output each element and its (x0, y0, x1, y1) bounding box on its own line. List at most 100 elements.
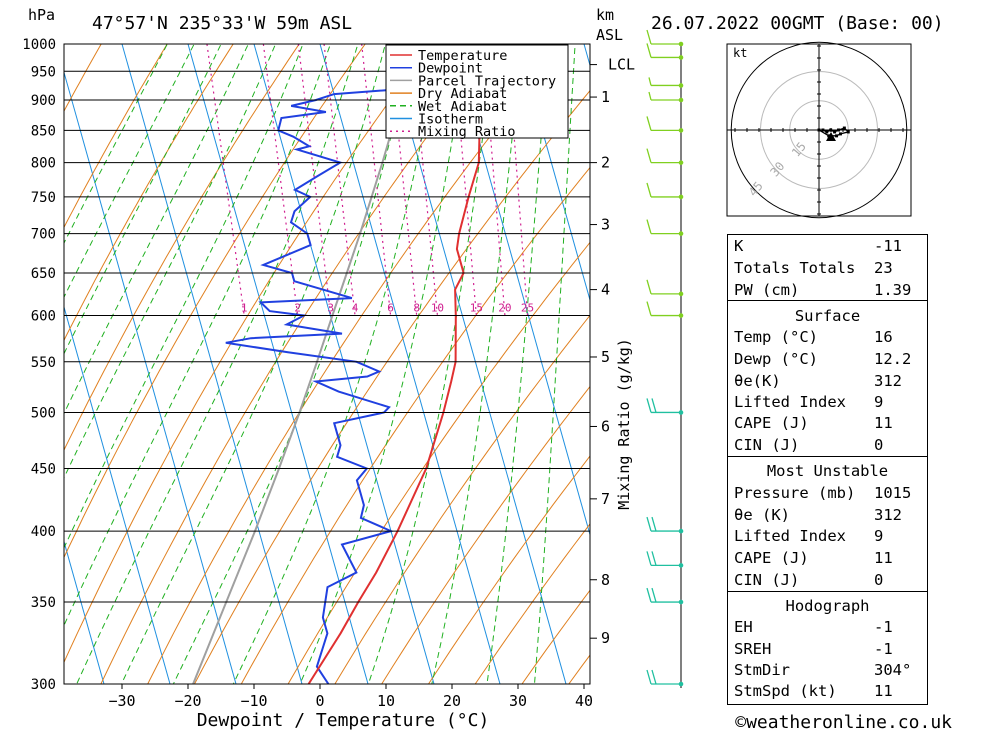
wind-barb-flag (652, 670, 656, 684)
mixing-ratio-axis-title: Mixing Ratio (g/kg) (615, 338, 633, 510)
dewpoint-series (226, 44, 412, 684)
mixing-ratio-line (298, 44, 330, 316)
wind-barb-flag (647, 551, 651, 565)
hodograph-point (839, 132, 842, 135)
km-unit-label: km (596, 6, 614, 24)
mixing-ratio-line (324, 44, 355, 316)
wind-barb-flag (652, 398, 656, 412)
unstable-title: Most Unstable (728, 461, 927, 482)
wind-barb-dot (679, 55, 684, 60)
wind-barb-half-flag (649, 77, 651, 85)
pressure-tick-label: 350 (31, 595, 56, 611)
pressure-tick-label: 800 (31, 156, 56, 172)
unstable-row-pressure: Pressure (mb)1015 (734, 483, 921, 504)
surface-row-thetae: θe(K)312 (734, 371, 921, 392)
wind-barb-dot (679, 292, 684, 297)
wind-barb-flag (647, 116, 651, 130)
altitude-tick-label: 6 (601, 417, 610, 435)
wind-barb (647, 551, 683, 567)
pressure-tick-label: 550 (31, 355, 56, 371)
dry-adiabat-line (0, 18, 116, 721)
hodo-row-eh: EH-1 (734, 617, 921, 638)
wind-barb-flag (647, 220, 651, 234)
surface-table: Surface Temp (°C)16 Dewp (°C)12.2 θe(K)3… (727, 300, 928, 458)
wind-barb-flag (647, 588, 651, 602)
pressure-tick-label: 650 (31, 266, 56, 282)
pressure-tick-label: 1000 (22, 37, 56, 53)
mixing-ratio-label: 10 (431, 302, 444, 315)
wind-barb (647, 280, 683, 296)
mixing-ratio-label: 1 (241, 302, 248, 315)
wind-barb-dot (679, 563, 684, 568)
wind-barb (647, 302, 683, 318)
index-row-k: K-11 (734, 236, 921, 257)
wind-barbs (647, 30, 683, 688)
hodograph-table-title: Hodograph (728, 596, 927, 617)
temperature-tick-label: 0 (315, 692, 324, 710)
temperature-tick-label: −10 (240, 692, 267, 710)
temperature-tick-label: 40 (575, 692, 593, 710)
dry-adiabat-line (0, 18, 183, 721)
altitude-tick-label: 9 (601, 629, 610, 647)
wind-barb-dot (679, 231, 684, 236)
unstable-row-cape: CAPE (J)11 (734, 548, 921, 569)
wind-barb-flag (652, 588, 656, 602)
pressure-tick-label: 300 (31, 677, 56, 693)
wet-adiabat-line (22, 18, 339, 721)
altitude-tick-label: 2 (601, 154, 610, 172)
mixing-ratio-label: 4 (352, 302, 359, 315)
hodograph-point (825, 130, 828, 133)
pressure-tick-label: 750 (31, 190, 56, 206)
wind-barb-dot (679, 83, 684, 88)
hodograph-point (833, 130, 836, 133)
mixing-ratio-label: 15 (470, 302, 483, 315)
wind-barb-flag (652, 517, 656, 531)
most-unstable-table: Most Unstable Pressure (mb)1015 θe (K)31… (727, 456, 928, 593)
wind-barb (649, 77, 683, 87)
pressure-tick-label: 450 (31, 461, 56, 477)
wind-barb (647, 398, 683, 414)
wind-barb-flag (647, 302, 651, 316)
hodograph-point (843, 127, 846, 130)
wind-barb-dot (679, 529, 684, 534)
temperature-tick-label: −30 (108, 692, 135, 710)
isotherm-line (0, 18, 114, 721)
altitude-tick-label: 5 (601, 348, 610, 366)
wind-barb-dot (679, 42, 684, 47)
isotherm-line (0, 18, 180, 721)
wind-barb-dot (679, 682, 684, 687)
pressure-tick-label: 600 (31, 309, 56, 325)
wet-adiabat-line (60, 18, 365, 721)
surface-row-temp: Temp (°C)16 (734, 327, 921, 348)
x-axis-title: Dewpoint / Temperature (°C) (197, 710, 490, 731)
mixing-ratio-label: 2 (294, 302, 301, 315)
footer-credit: ©weatheronline.co.uk (735, 712, 952, 733)
hodograph-point (835, 134, 838, 137)
mixing-ratio-label: 8 (413, 302, 420, 315)
hodograph-unit-label: kt (733, 46, 747, 60)
pressure-tick-label: 500 (31, 405, 56, 421)
wind-barb-dot (679, 195, 684, 200)
wind-barb-flag (647, 517, 651, 531)
isotherm-line (49, 18, 247, 721)
altitude-tick-label: 8 (601, 571, 610, 589)
mixing-ratio-label: 25 (521, 302, 534, 315)
wind-barb-dot (679, 98, 684, 103)
index-row-pw: PW (cm)1.39 (734, 280, 921, 301)
altitude-tick-label: LCL (608, 56, 635, 74)
wind-barb (647, 149, 683, 165)
wind-barb-dot (679, 600, 684, 605)
isotherm-line (115, 18, 313, 721)
mixing-ratio-label: 6 (387, 302, 394, 315)
surface-row-cape: CAPE (J)11 (734, 413, 921, 434)
wind-barb (647, 670, 683, 686)
surface-row-dewp: Dewp (°C)12.2 (734, 349, 921, 370)
wind-barb (647, 517, 683, 533)
altitude-tick-label: 3 (601, 216, 610, 234)
